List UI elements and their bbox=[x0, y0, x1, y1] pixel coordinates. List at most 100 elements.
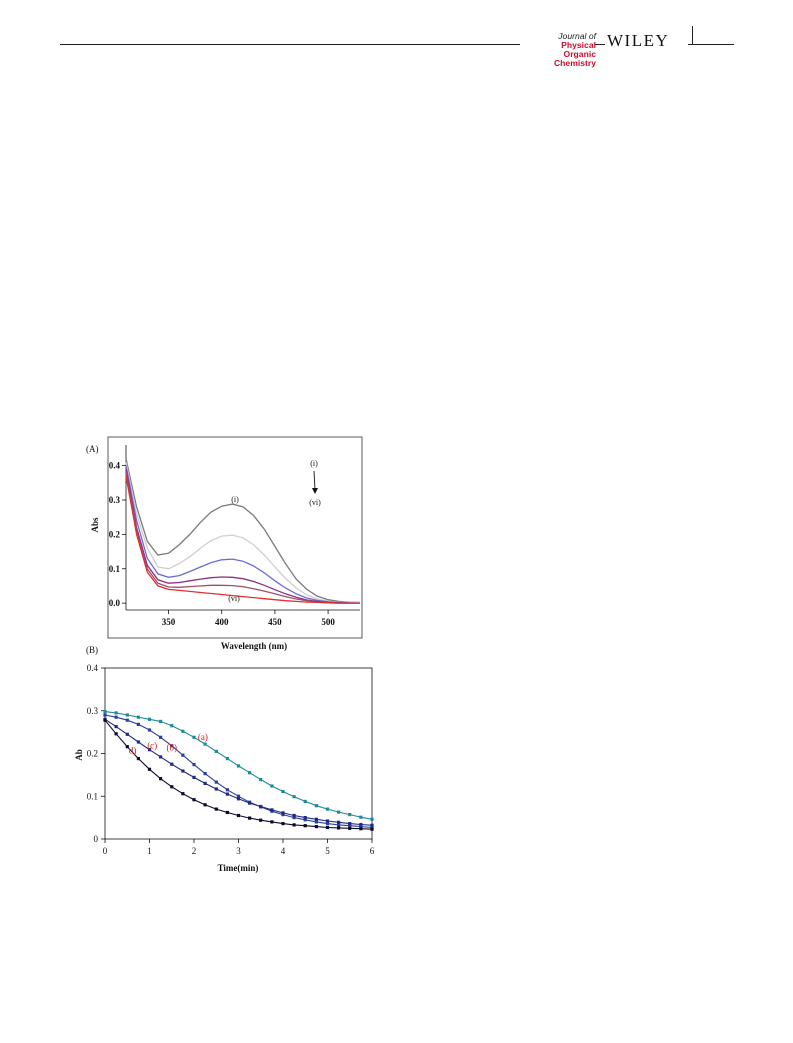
panel-b-curve-label: (c) bbox=[147, 740, 157, 750]
panel-b-data-point bbox=[325, 822, 330, 826]
panel-b-data-point bbox=[181, 753, 185, 757]
panel-b-data-point bbox=[203, 742, 207, 746]
panel-b-data-point bbox=[170, 724, 174, 728]
journal-name-emph: Physical bbox=[561, 40, 596, 50]
panel-b-data-point bbox=[370, 825, 374, 830]
panel-a-x-label: Wavelength (nm) bbox=[221, 641, 287, 651]
panel-b-data-point bbox=[359, 827, 363, 831]
panel-b-data-point bbox=[292, 795, 296, 799]
panel-b-x-tick-label: 0 bbox=[103, 846, 108, 856]
panel-b-data-point bbox=[181, 729, 185, 733]
panel-b-data-point bbox=[281, 811, 285, 815]
panel-b-data-point bbox=[225, 757, 229, 761]
header-rule bbox=[60, 44, 520, 45]
panel-b-curve-label: d) bbox=[129, 746, 137, 756]
panel-b-data-point bbox=[181, 792, 185, 796]
panel-a-legend-top: (i) bbox=[310, 459, 318, 468]
panel-b-data-point bbox=[192, 775, 196, 779]
panel-a-legend-bottom: (vi) bbox=[309, 498, 321, 507]
panel-b-data-point bbox=[259, 804, 263, 809]
panel-b-curve-label: (b) bbox=[167, 743, 178, 753]
panel-b-data-point bbox=[192, 798, 196, 802]
panel-b-data-point bbox=[236, 797, 241, 801]
panel-a-series-line bbox=[125, 468, 360, 604]
panel-b-data-point bbox=[292, 813, 296, 818]
panel-b-data-point bbox=[159, 735, 163, 739]
panel-b-data-point bbox=[103, 710, 107, 714]
panel-b-data-point bbox=[248, 771, 252, 775]
journal-name-line2: Organic Chemistry bbox=[553, 49, 596, 68]
panel-b-data-point bbox=[203, 772, 207, 776]
panel-b-data-point bbox=[103, 718, 107, 722]
panel-b-x-tick-label: 1 bbox=[147, 846, 152, 856]
panel-b-data-point bbox=[214, 749, 218, 753]
panel-b-x-tick-label: 3 bbox=[236, 846, 241, 856]
panel-b-data-point bbox=[170, 762, 174, 766]
panel-b-data-point bbox=[114, 725, 118, 729]
panel-b-data-point bbox=[314, 804, 318, 808]
panel-b-data-point bbox=[370, 823, 374, 827]
panel-b-series-line bbox=[104, 719, 373, 830]
panel-b-data-point bbox=[337, 820, 341, 824]
panel-a-series-line bbox=[125, 462, 361, 604]
panel-a-legend-arrow bbox=[313, 470, 316, 491]
panel-b-data-point bbox=[359, 822, 363, 827]
panel-b-data-point bbox=[192, 763, 196, 767]
publisher-logo: WILEY bbox=[607, 31, 670, 50]
panel-b-data-point bbox=[147, 767, 152, 771]
panel-a-x-tick-label: 400 bbox=[215, 617, 229, 627]
panel-b-x-label: Time(min) bbox=[218, 863, 259, 873]
panel-b-data-point bbox=[281, 813, 285, 817]
panel-b-data-point bbox=[159, 755, 163, 759]
panel-b-data-point bbox=[292, 816, 296, 820]
panel-b-data-point bbox=[203, 781, 207, 785]
panel-b-series-line bbox=[104, 718, 373, 826]
panel-b-data-point bbox=[136, 757, 140, 761]
panel-a-frame bbox=[107, 436, 363, 639]
panel-b-data-point bbox=[359, 815, 363, 819]
panel-b-y-tick-label: 0 bbox=[94, 834, 99, 844]
header-rule-right bbox=[688, 44, 734, 45]
panel-b-data-point bbox=[370, 827, 374, 831]
panel-a-series-line bbox=[125, 458, 361, 604]
panel-a-y-tick-label: 0.3 bbox=[109, 495, 121, 505]
journal-name-prefix: Journal of bbox=[558, 31, 596, 41]
panel-b-data-point bbox=[136, 740, 140, 744]
panel-b-data-point bbox=[125, 713, 129, 717]
panel-b-data-point bbox=[303, 824, 307, 828]
panel-b-data-point bbox=[214, 780, 218, 784]
panel-b-data-point bbox=[292, 823, 296, 827]
panel-b-data-point bbox=[325, 807, 330, 811]
panel-b-data-point bbox=[325, 819, 330, 823]
panel-a-curve-vi-label: (vi) bbox=[228, 594, 240, 603]
panel-b-data-point bbox=[248, 816, 252, 820]
panel-b-curve-label: (a) bbox=[198, 732, 208, 742]
panel-b-x-tick-label: 6 bbox=[370, 846, 375, 856]
panel-b-data-point bbox=[136, 715, 140, 719]
panel-b-data-point bbox=[270, 808, 274, 812]
panel-a-y-tick-label: 0.2 bbox=[109, 529, 121, 539]
panel-b-data-point bbox=[337, 810, 341, 814]
panel-b-data-point bbox=[203, 803, 207, 807]
panel-b-data-point bbox=[214, 807, 218, 811]
panel-b-data-point bbox=[147, 717, 152, 721]
panel-b-data-point bbox=[348, 824, 352, 828]
panel-b-data-point bbox=[114, 711, 118, 715]
panel-b-data-point bbox=[170, 744, 174, 748]
panel-b-data-point bbox=[103, 713, 107, 717]
panel-b-data-point bbox=[314, 825, 318, 829]
panel-b-data-point bbox=[303, 818, 307, 822]
panel-b-data-point bbox=[337, 823, 341, 827]
panel-b-data-point bbox=[314, 820, 318, 824]
panel-b-data-point bbox=[225, 810, 229, 815]
panel-a-y-tick-label: 0.4 bbox=[109, 461, 121, 471]
panel-b-data-point bbox=[125, 732, 129, 736]
panel-b-data-point bbox=[248, 801, 252, 805]
panel-a-x-tick-label: 350 bbox=[162, 617, 176, 627]
panel-b-y-tick-label: 0.2 bbox=[87, 749, 98, 759]
panel-b-data-point bbox=[159, 719, 163, 723]
panel-a-y-label: Abs bbox=[90, 517, 100, 533]
panel-a-legend-arrowhead bbox=[312, 488, 318, 494]
panel-b-data-point bbox=[303, 799, 307, 803]
